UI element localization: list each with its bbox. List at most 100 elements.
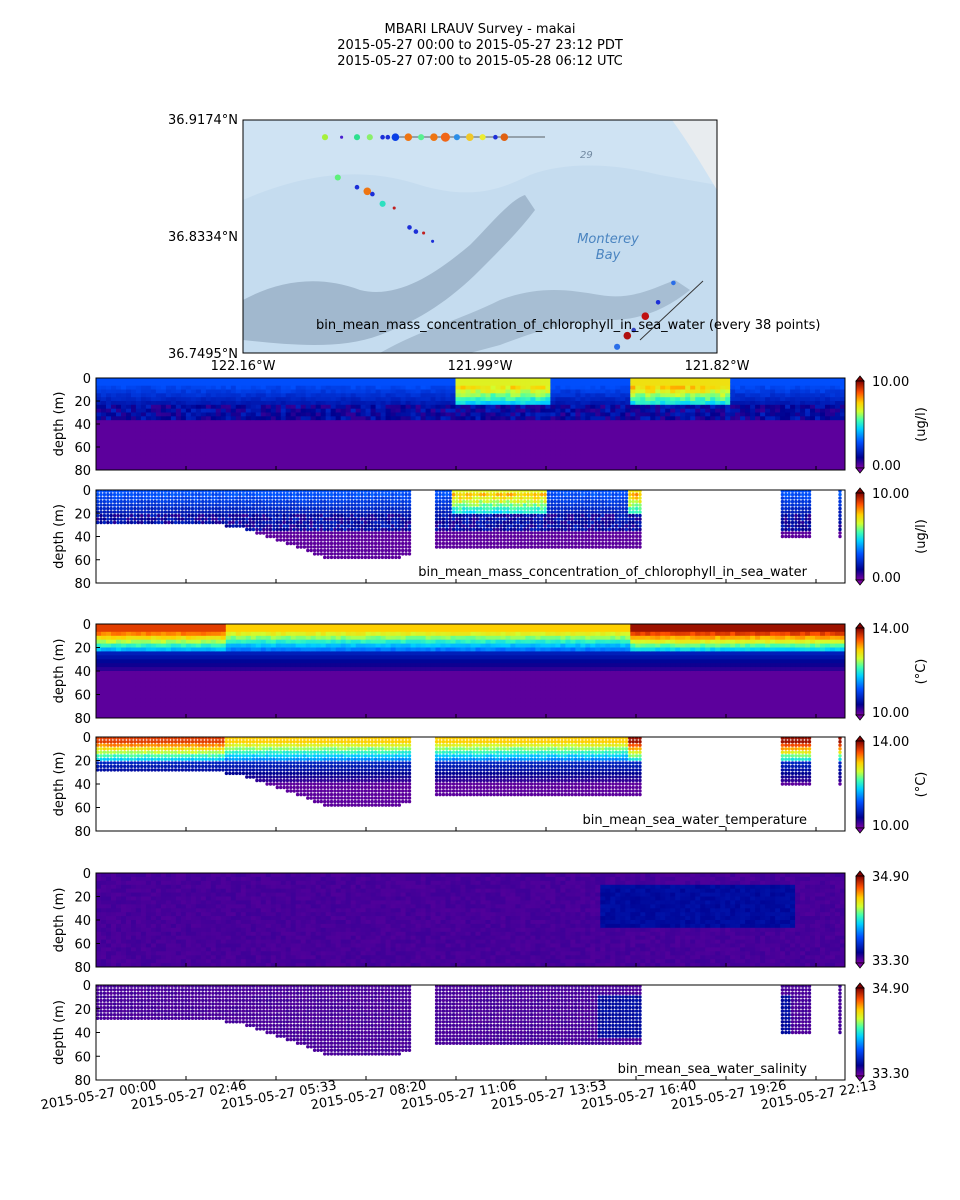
section-cell — [185, 378, 192, 383]
section-cell — [310, 381, 317, 387]
section-cell — [560, 401, 566, 406]
section-point — [241, 517, 246, 521]
section-cell — [785, 416, 791, 421]
section-cell — [460, 435, 467, 440]
section-cell — [740, 378, 746, 383]
section-cell — [195, 443, 202, 448]
section-point — [184, 520, 188, 525]
section-cell — [785, 450, 791, 456]
section-cell — [815, 385, 821, 391]
section-cell — [335, 404, 342, 410]
section-point — [201, 492, 205, 497]
section-cell — [810, 420, 816, 425]
section-cell — [635, 458, 641, 463]
section-cell — [200, 408, 207, 414]
section-cell — [360, 447, 367, 452]
section-cell — [540, 381, 546, 387]
section-point — [231, 513, 235, 518]
section-cell — [790, 427, 796, 433]
section-cell — [570, 381, 576, 387]
section-cell — [680, 381, 686, 387]
section-cell — [710, 462, 716, 467]
section-point — [356, 520, 361, 525]
section-cell — [745, 450, 751, 456]
section-cell — [430, 462, 437, 467]
section-cell — [470, 389, 477, 394]
section-point — [116, 506, 120, 511]
section-cell — [270, 404, 277, 410]
section-point — [377, 545, 381, 549]
section-cell — [590, 424, 596, 429]
section-cell — [305, 427, 312, 433]
section-point — [373, 524, 378, 528]
section-cell — [430, 435, 437, 440]
section-point — [238, 524, 242, 528]
section-cell — [620, 420, 626, 425]
section-point — [275, 517, 279, 521]
section-cell — [610, 404, 616, 410]
section-cell — [126, 401, 132, 406]
section-cell — [150, 397, 157, 402]
section-point — [397, 513, 401, 518]
section-cell — [131, 424, 137, 429]
section-cell — [570, 458, 576, 463]
section-cell — [695, 416, 701, 421]
section-cell — [595, 381, 601, 387]
section-cell — [690, 420, 696, 425]
section-cell — [480, 466, 487, 470]
section-point — [180, 513, 185, 518]
section-cell — [590, 378, 596, 383]
section-cell — [775, 427, 781, 433]
section-cell — [560, 454, 566, 460]
section-cell — [660, 412, 666, 417]
section-cell — [340, 454, 347, 460]
section-point — [356, 552, 361, 556]
section-cell — [320, 443, 327, 448]
section-cell — [260, 454, 267, 460]
section-cell — [515, 393, 521, 398]
section-cell — [730, 412, 736, 417]
section-point — [350, 503, 354, 507]
section-cell — [615, 450, 621, 456]
section-cell — [810, 458, 816, 463]
section-point — [133, 506, 137, 511]
section-cell — [745, 466, 751, 470]
section-cell — [775, 450, 781, 456]
section-cell — [150, 443, 157, 448]
section-point — [251, 527, 256, 532]
section-cell — [420, 385, 427, 391]
section-cell — [760, 447, 766, 452]
section-point — [211, 496, 215, 500]
section-cell — [131, 397, 137, 402]
section-cell — [385, 416, 392, 421]
section-cell — [565, 443, 571, 448]
section-cell — [520, 458, 526, 463]
section-point — [367, 503, 371, 507]
section-cell — [795, 466, 801, 470]
section-cell — [565, 378, 571, 383]
section-cell — [96, 378, 102, 383]
section-cell — [620, 439, 626, 444]
section-cell — [830, 389, 836, 394]
section-point — [401, 541, 405, 546]
section-point — [306, 513, 310, 518]
section-cell — [485, 416, 492, 421]
section-point — [289, 513, 293, 518]
section-cell — [430, 450, 437, 456]
section-cell — [150, 427, 157, 433]
section-cell — [545, 416, 551, 421]
section-cell — [135, 458, 142, 463]
section-cell — [630, 404, 636, 410]
section-cell — [535, 416, 541, 421]
section-cell — [665, 447, 671, 452]
section-cell — [715, 378, 721, 383]
section-cell — [265, 401, 272, 406]
section-cell — [200, 401, 207, 406]
section-cell — [111, 462, 117, 467]
section-point — [340, 524, 344, 528]
section-cell — [365, 385, 372, 391]
section-cell — [255, 443, 262, 448]
section-cell — [465, 408, 472, 414]
section-cell — [385, 412, 392, 417]
section-cell — [665, 397, 671, 402]
